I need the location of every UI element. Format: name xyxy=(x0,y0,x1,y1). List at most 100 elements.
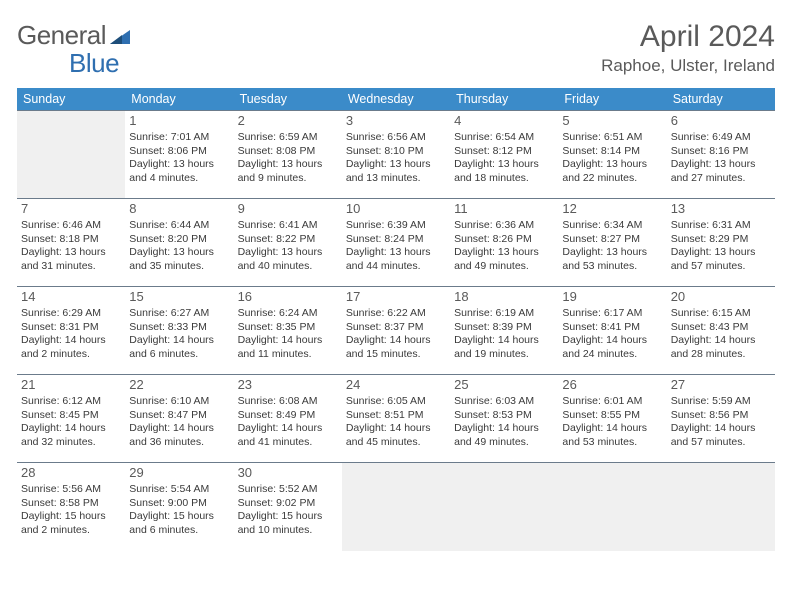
calendar-day-cell: 21Sunrise: 6:12 AMSunset: 8:45 PMDayligh… xyxy=(17,375,125,463)
day-sunset: Sunset: 8:24 PM xyxy=(346,233,446,247)
day-number: 2 xyxy=(238,113,338,130)
calendar-day-cell: 23Sunrise: 6:08 AMSunset: 8:49 PMDayligh… xyxy=(234,375,342,463)
day-sunrise: Sunrise: 6:49 AM xyxy=(671,131,771,145)
calendar-week-row: 7Sunrise: 6:46 AMSunset: 8:18 PMDaylight… xyxy=(17,199,775,287)
day-info: Sunrise: 6:41 AMSunset: 8:22 PMDaylight:… xyxy=(238,219,338,274)
day-dl2: and 57 minutes. xyxy=(671,436,771,450)
day-dl1: Daylight: 15 hours xyxy=(129,510,229,524)
day-dl1: Daylight: 13 hours xyxy=(346,158,446,172)
day-dl1: Daylight: 14 hours xyxy=(671,422,771,436)
day-sunrise: Sunrise: 6:51 AM xyxy=(562,131,662,145)
day-number: 14 xyxy=(21,289,121,306)
day-sunset: Sunset: 9:00 PM xyxy=(129,497,229,511)
day-dl1: Daylight: 13 hours xyxy=(562,158,662,172)
day-info: Sunrise: 6:24 AMSunset: 8:35 PMDaylight:… xyxy=(238,307,338,362)
day-dl1: Daylight: 14 hours xyxy=(21,422,121,436)
day-dl1: Daylight: 13 hours xyxy=(454,158,554,172)
day-dl1: Daylight: 13 hours xyxy=(238,158,338,172)
day-dl1: Daylight: 15 hours xyxy=(238,510,338,524)
day-sunrise: Sunrise: 6:17 AM xyxy=(562,307,662,321)
day-sunset: Sunset: 8:35 PM xyxy=(238,321,338,335)
calendar-day-cell: 16Sunrise: 6:24 AMSunset: 8:35 PMDayligh… xyxy=(234,287,342,375)
day-number: 3 xyxy=(346,113,446,130)
day-info: Sunrise: 6:05 AMSunset: 8:51 PMDaylight:… xyxy=(346,395,446,450)
day-dl2: and 6 minutes. xyxy=(129,348,229,362)
day-sunrise: Sunrise: 6:34 AM xyxy=(562,219,662,233)
day-sunset: Sunset: 8:31 PM xyxy=(21,321,121,335)
calendar-body: 1Sunrise: 7:01 AMSunset: 8:06 PMDaylight… xyxy=(17,111,775,551)
day-number: 1 xyxy=(129,113,229,130)
day-sunset: Sunset: 8:39 PM xyxy=(454,321,554,335)
day-sunrise: Sunrise: 6:03 AM xyxy=(454,395,554,409)
calendar-empty-cell xyxy=(667,463,775,551)
calendar-day-cell: 2Sunrise: 6:59 AMSunset: 8:08 PMDaylight… xyxy=(234,111,342,199)
day-sunrise: Sunrise: 6:36 AM xyxy=(454,219,554,233)
logo-text-blue: Blue xyxy=(69,48,119,78)
day-dl1: Daylight: 14 hours xyxy=(129,422,229,436)
day-info: Sunrise: 6:12 AMSunset: 8:45 PMDaylight:… xyxy=(21,395,121,450)
day-number: 11 xyxy=(454,201,554,218)
day-dl2: and 22 minutes. xyxy=(562,172,662,186)
day-number: 8 xyxy=(129,201,229,218)
day-sunset: Sunset: 8:20 PM xyxy=(129,233,229,247)
day-info: Sunrise: 6:31 AMSunset: 8:29 PMDaylight:… xyxy=(671,219,771,274)
day-sunset: Sunset: 8:45 PM xyxy=(21,409,121,423)
day-sunset: Sunset: 8:53 PM xyxy=(454,409,554,423)
day-sunset: Sunset: 8:47 PM xyxy=(129,409,229,423)
calendar-day-cell: 7Sunrise: 6:46 AMSunset: 8:18 PMDaylight… xyxy=(17,199,125,287)
day-sunrise: Sunrise: 6:59 AM xyxy=(238,131,338,145)
day-info: Sunrise: 6:49 AMSunset: 8:16 PMDaylight:… xyxy=(671,131,771,186)
day-number: 6 xyxy=(671,113,771,130)
logo-triangle-icon xyxy=(108,26,132,46)
day-dl1: Daylight: 14 hours xyxy=(129,334,229,348)
calendar-day-cell: 28Sunrise: 5:56 AMSunset: 8:58 PMDayligh… xyxy=(17,463,125,551)
day-dl2: and 10 minutes. xyxy=(238,524,338,538)
day-info: Sunrise: 6:17 AMSunset: 8:41 PMDaylight:… xyxy=(562,307,662,362)
day-number: 25 xyxy=(454,377,554,394)
dow-header: Tuesday xyxy=(234,88,342,111)
day-number: 16 xyxy=(238,289,338,306)
calendar-day-cell: 19Sunrise: 6:17 AMSunset: 8:41 PMDayligh… xyxy=(558,287,666,375)
day-sunset: Sunset: 8:08 PM xyxy=(238,145,338,159)
day-dl2: and 24 minutes. xyxy=(562,348,662,362)
day-dl1: Daylight: 13 hours xyxy=(346,246,446,260)
day-number: 13 xyxy=(671,201,771,218)
day-dl2: and 40 minutes. xyxy=(238,260,338,274)
day-sunset: Sunset: 8:29 PM xyxy=(671,233,771,247)
day-sunset: Sunset: 8:10 PM xyxy=(346,145,446,159)
day-number: 20 xyxy=(671,289,771,306)
day-sunrise: Sunrise: 6:15 AM xyxy=(671,307,771,321)
day-info: Sunrise: 5:59 AMSunset: 8:56 PMDaylight:… xyxy=(671,395,771,450)
calendar-day-cell: 5Sunrise: 6:51 AMSunset: 8:14 PMDaylight… xyxy=(558,111,666,199)
day-dl2: and 2 minutes. xyxy=(21,524,121,538)
day-info: Sunrise: 6:39 AMSunset: 8:24 PMDaylight:… xyxy=(346,219,446,274)
calendar-empty-cell xyxy=(450,463,558,551)
day-number: 17 xyxy=(346,289,446,306)
dow-header: Friday xyxy=(558,88,666,111)
day-dl2: and 15 minutes. xyxy=(346,348,446,362)
day-number: 5 xyxy=(562,113,662,130)
day-sunset: Sunset: 8:06 PM xyxy=(129,145,229,159)
day-dl1: Daylight: 13 hours xyxy=(238,246,338,260)
calendar-page: General April 2024 Raphoe, Ulster, Irela… xyxy=(0,0,792,612)
day-sunrise: Sunrise: 6:22 AM xyxy=(346,307,446,321)
calendar-day-cell: 27Sunrise: 5:59 AMSunset: 8:56 PMDayligh… xyxy=(667,375,775,463)
day-sunset: Sunset: 8:41 PM xyxy=(562,321,662,335)
day-info: Sunrise: 6:22 AMSunset: 8:37 PMDaylight:… xyxy=(346,307,446,362)
day-dl2: and 28 minutes. xyxy=(671,348,771,362)
calendar-day-cell: 1Sunrise: 7:01 AMSunset: 8:06 PMDaylight… xyxy=(125,111,233,199)
day-dl2: and 44 minutes. xyxy=(346,260,446,274)
day-info: Sunrise: 6:51 AMSunset: 8:14 PMDaylight:… xyxy=(562,131,662,186)
day-dl2: and 13 minutes. xyxy=(346,172,446,186)
day-number: 4 xyxy=(454,113,554,130)
day-info: Sunrise: 5:54 AMSunset: 9:00 PMDaylight:… xyxy=(129,483,229,538)
day-dl2: and 53 minutes. xyxy=(562,436,662,450)
day-dl1: Daylight: 14 hours xyxy=(346,334,446,348)
calendar-table: SundayMondayTuesdayWednesdayThursdayFrid… xyxy=(17,88,775,551)
day-number: 27 xyxy=(671,377,771,394)
day-info: Sunrise: 6:34 AMSunset: 8:27 PMDaylight:… xyxy=(562,219,662,274)
dow-header: Wednesday xyxy=(342,88,450,111)
calendar-day-cell: 18Sunrise: 6:19 AMSunset: 8:39 PMDayligh… xyxy=(450,287,558,375)
day-dl2: and 19 minutes. xyxy=(454,348,554,362)
logo: General xyxy=(17,20,134,51)
